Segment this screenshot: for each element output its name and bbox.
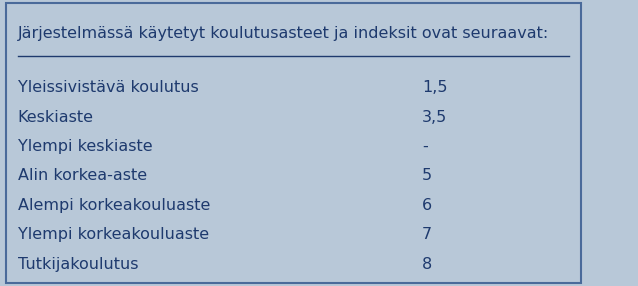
Text: Keskiaste: Keskiaste — [18, 110, 94, 124]
Text: Ylempi korkeakouluaste: Ylempi korkeakouluaste — [18, 227, 209, 242]
Text: Alempi korkeakouluaste: Alempi korkeakouluaste — [18, 198, 210, 213]
Text: Tutkijakoulutus: Tutkijakoulutus — [18, 257, 138, 272]
Text: 6: 6 — [422, 198, 433, 213]
Text: Yleissivistävä koulutus: Yleissivistävä koulutus — [18, 80, 198, 95]
Text: Ylempi keskiaste: Ylempi keskiaste — [18, 139, 152, 154]
Text: -: - — [422, 139, 428, 154]
Text: 5: 5 — [422, 168, 433, 183]
Text: 8: 8 — [422, 257, 433, 272]
Text: Järjestelmässä käytetyt koulutusasteet ja indeksit ovat seuraavat:: Järjestelmässä käytetyt koulutusasteet j… — [18, 26, 549, 41]
FancyBboxPatch shape — [6, 3, 581, 283]
Text: 1,5: 1,5 — [422, 80, 448, 95]
Text: Alin korkea-aste: Alin korkea-aste — [18, 168, 147, 183]
Text: 7: 7 — [422, 227, 433, 242]
Text: 3,5: 3,5 — [422, 110, 447, 124]
